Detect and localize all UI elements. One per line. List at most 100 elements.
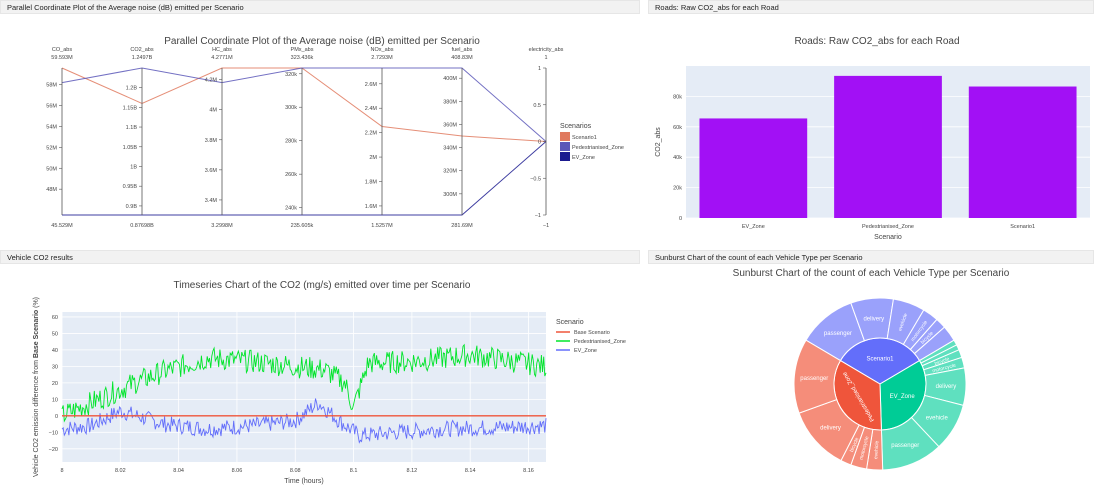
timeseries-xtick-label: 8.12 bbox=[407, 468, 418, 474]
parallel-axis-tick-label: 2.6M bbox=[365, 82, 378, 88]
parallel-axis-tick-label: 360M bbox=[443, 122, 457, 128]
parallel-axis-tick-label: 1.6M bbox=[365, 204, 378, 210]
parallel-axis-bottom-label: 281.69M bbox=[451, 223, 473, 229]
parallel-axis-tick-label: 0.5 bbox=[533, 103, 541, 109]
bar-xaxis-label: Scenario bbox=[874, 234, 902, 241]
parallel-legend-label: Pedestrianised_Zone bbox=[572, 145, 624, 151]
parallel-axis-tick-label: 340M bbox=[443, 146, 457, 152]
parallel-axis-tick-label: 1.05B bbox=[123, 145, 138, 151]
bar-xtick-label: EV_Zone bbox=[742, 224, 765, 230]
parallel-axis-bottom-label: 3.2998M bbox=[211, 223, 233, 229]
timeseries-line-pedestrianised_zone bbox=[61, 343, 547, 423]
parallel-axis-name: NOx_abs bbox=[371, 47, 394, 53]
timeseries-ytick-label: 60 bbox=[52, 315, 58, 321]
timeseries-title: Timeseries Chart of the CO2 (mg/s) emitt… bbox=[174, 280, 471, 291]
parallel-axis-tick-label: −1 bbox=[535, 213, 541, 219]
parallel-axis-tick-label: 300M bbox=[443, 192, 457, 198]
timeseries-xtick-label: 8.1 bbox=[350, 468, 358, 474]
parallel-axis-tick-label: 1.8M bbox=[365, 179, 378, 185]
parallel-axis-tick-label: 300k bbox=[285, 105, 297, 111]
bar-pedestrianised_zone bbox=[834, 75, 942, 218]
parallel-axis-tick-label: 3.8M bbox=[205, 138, 218, 144]
parallel-legend-label: Scenario1 bbox=[572, 135, 597, 141]
sunburst-outer-label: passenger bbox=[824, 331, 852, 337]
sunburst-tab[interactable]: Sunburst Chart of the count of each Vehi… bbox=[648, 250, 1094, 264]
parallel-axis-name: electricity_abs bbox=[529, 47, 564, 53]
parallel-panel: Parallel Coordinate Plot of the Average … bbox=[0, 0, 644, 248]
parallel-axis-tick-label: 260k bbox=[285, 172, 297, 178]
parallel-axis-tick-label: 320M bbox=[443, 169, 457, 175]
timeseries-legend-title: Scenario bbox=[556, 319, 584, 326]
bar-scenario1 bbox=[968, 86, 1077, 219]
sunburst-outer-label: bicycle bbox=[849, 437, 861, 454]
timeseries-line-ev_zone bbox=[61, 398, 547, 444]
timeseries-ytick-label: 0 bbox=[55, 414, 58, 420]
timeseries-tab[interactable]: Vehicle CO2 results bbox=[0, 250, 640, 264]
parallel-legend-swatch bbox=[560, 142, 570, 151]
sunburst-outer-label: evehicle bbox=[873, 440, 880, 459]
timeseries-ytick-label: 20 bbox=[52, 381, 58, 387]
parallel-axis-top-label: 59.593M bbox=[51, 55, 73, 61]
parallel-axis-tick-label: −0.5 bbox=[530, 176, 541, 182]
timeseries-yaxis-label: Vehicle CO2 emission difference from Bas… bbox=[33, 297, 40, 477]
timeseries-ytick-label: 50 bbox=[52, 331, 58, 337]
parallel-axis-tick-label: 1B bbox=[130, 164, 137, 170]
parallel-chart-title: Parallel Coordinate Plot of the Average … bbox=[164, 36, 480, 47]
bar-yaxis-label: CO2_abs bbox=[655, 127, 662, 157]
bar-panel: Roads: Raw CO2_abs for each Road Roads: … bbox=[648, 0, 1094, 248]
bar-ytick-label: 60k bbox=[673, 125, 682, 131]
sunburst-outer-label: delivery bbox=[820, 426, 841, 432]
parallel-axis-tick-label: 4.2M bbox=[205, 78, 218, 84]
sunburst-outer-label: delivery bbox=[936, 384, 957, 390]
sunburst-outer-label: evehicle bbox=[926, 416, 949, 422]
bar-xtick-label: Scenario1 bbox=[1010, 224, 1035, 230]
parallel-axis-tick-label: 3.6M bbox=[205, 168, 218, 174]
parallel-axis-top-label: 4.2771M bbox=[211, 55, 233, 61]
sunburst-inner-label: Scenario1 bbox=[866, 357, 894, 363]
timeseries-plot-area bbox=[62, 312, 546, 462]
parallel-legend-title: Scenarios bbox=[560, 123, 592, 130]
timeseries-xtick-label: 8.06 bbox=[232, 468, 243, 474]
parallel-axis-bottom-label: 1.5257M bbox=[371, 223, 393, 229]
parallel-axis-bottom-label: 0.87698B bbox=[130, 223, 154, 229]
timeseries-chart: Timeseries Chart of the CO2 (mg/s) emitt… bbox=[33, 280, 626, 485]
bar-chart-title: Roads: Raw CO2_abs for each Road bbox=[794, 36, 959, 47]
parallel-axis-top-label: 2.7293M bbox=[371, 55, 393, 61]
bar-xtick-label: Pedestrianised_Zone bbox=[862, 224, 914, 230]
parallel-tab[interactable]: Parallel Coordinate Plot of the Average … bbox=[0, 0, 640, 14]
parallel-axis-top-label: 323.436k bbox=[291, 55, 314, 61]
parallel-coordinates-chart: Parallel Coordinate Plot of the Average … bbox=[46, 36, 624, 229]
parallel-axis-name: HC_abs bbox=[212, 47, 232, 53]
parallel-axis-bottom-label: 45.529M bbox=[51, 223, 73, 229]
parallel-legend-swatch bbox=[560, 132, 570, 141]
parallel-axis-top-label: 1.2497B bbox=[132, 55, 153, 61]
sunburst-outer-label: passenger bbox=[891, 443, 919, 449]
parallel-axis-name: CO_abs bbox=[52, 47, 72, 53]
timeseries-ytick-label: −10 bbox=[49, 430, 58, 436]
sunburst-outer-label: motorcycle bbox=[859, 436, 871, 461]
bar-tab[interactable]: Roads: Raw CO2_abs for each Road bbox=[648, 0, 1094, 14]
timeseries-xtick-label: 8.04 bbox=[173, 468, 184, 474]
bar-chart: Roads: Raw CO2_abs for each Road 0 20k 40k 6… bbox=[655, 36, 1090, 241]
parallel-axis-bottom-label: 235.605k bbox=[291, 223, 314, 229]
parallel-axis-tick-label: 3.4M bbox=[205, 198, 218, 204]
timeseries-xtick-label: 8.14 bbox=[465, 468, 476, 474]
sunburst-title: Sunburst Chart of the count of each Vehi… bbox=[733, 268, 1010, 279]
sunburst-outer-label: passenger bbox=[800, 376, 828, 382]
parallel-axis-tick-label: 48M bbox=[46, 187, 57, 193]
parallel-axis-tick-label: 1.2B bbox=[126, 86, 138, 92]
bar-ytick-label: 40k bbox=[673, 155, 682, 161]
parallel-axis-tick-label: 50M bbox=[46, 166, 57, 172]
parallel-axis-tick-label: 52M bbox=[46, 145, 57, 151]
timeseries-ytick-label: 40 bbox=[52, 348, 58, 354]
bar-ytick-label: 0 bbox=[679, 216, 682, 222]
parallel-axis-tick-label: 2M bbox=[369, 155, 377, 161]
parallel-axis-tick-label: 56M bbox=[46, 104, 57, 110]
timeseries-xtick-label: 8.08 bbox=[290, 468, 301, 474]
parallel-axis-tick-label: 1.1B bbox=[126, 125, 138, 131]
parallel-axis-tick-label: 0.9B bbox=[126, 204, 138, 210]
parallel-axis-tick-label: 58M bbox=[46, 83, 57, 89]
parallel-axis-top-label: 1 bbox=[544, 55, 547, 61]
sunburst-outer-label: bicycle bbox=[934, 356, 951, 367]
timeseries-xtick-label: 8.16 bbox=[523, 468, 534, 474]
